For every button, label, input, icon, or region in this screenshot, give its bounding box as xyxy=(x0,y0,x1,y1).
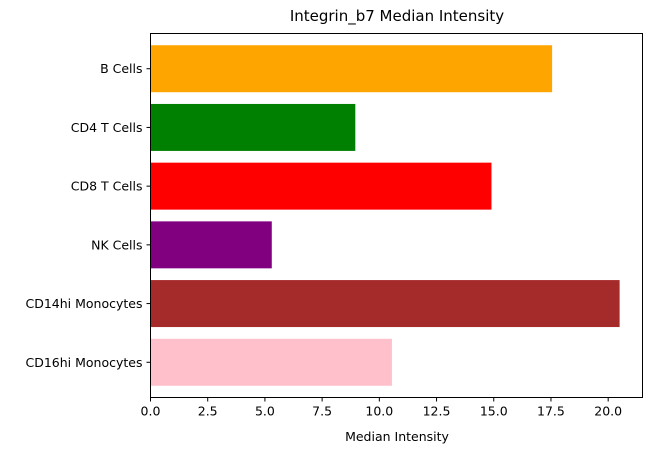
y-axis: B Cells CD4 T Cells CD8 T Cells NK Cells CD1… xyxy=(25,61,151,370)
bar-2 xyxy=(150,162,492,210)
bar-0 xyxy=(150,45,553,93)
x-tick-label: 5.0 xyxy=(255,404,275,419)
y-tick-label: NK Cells xyxy=(91,237,142,252)
x-tick-label: 2.5 xyxy=(198,404,218,419)
bar-3 xyxy=(150,221,272,269)
x-tick-label: 15.0 xyxy=(480,404,508,419)
bar-1 xyxy=(150,103,356,151)
y-tick-label: CD14hi Monocytes xyxy=(25,296,142,311)
bar-4 xyxy=(150,280,620,328)
bar-5 xyxy=(150,338,392,386)
x-tick-label: 20.0 xyxy=(594,404,622,419)
bars-group xyxy=(150,45,620,386)
y-tick-label: CD8 T Cells xyxy=(71,179,143,194)
x-axis: 0.0 2.5 5.0 7.5 10.0 12.5 15.0 17.5 20.0 xyxy=(141,397,622,419)
x-tick-label: 7.5 xyxy=(312,404,332,419)
x-tick-label: 0.0 xyxy=(141,404,161,419)
x-axis-label: Median Intensity xyxy=(345,429,449,444)
y-tick-label: CD16hi Monocytes xyxy=(25,355,142,370)
x-tick-label: 10.0 xyxy=(365,404,393,419)
y-tick-label: B Cells xyxy=(100,61,142,76)
plot-area: 0.0 2.5 5.0 7.5 10.0 12.5 15.0 17.5 20.0 B Cells… xyxy=(25,33,643,419)
axes-frame xyxy=(150,33,643,398)
y-tick-label: CD4 T Cells xyxy=(71,120,143,135)
x-tick-label: 17.5 xyxy=(537,404,565,419)
chart-title: Integrin_b7 Median Intensity xyxy=(290,7,504,26)
x-tick-label: 12.5 xyxy=(423,404,451,419)
